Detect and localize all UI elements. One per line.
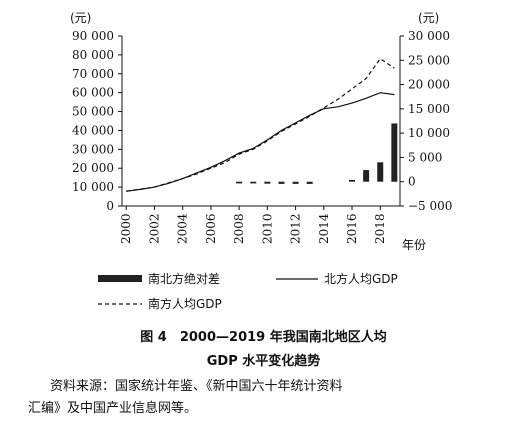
bar (236, 181, 243, 184)
south-gdp-line (126, 57, 395, 192)
left-tick-label: 40 000 (72, 123, 114, 137)
legend-swatch-bar (98, 275, 142, 282)
left-axis-unit: (元) (70, 11, 91, 25)
right-tick-label: 20 000 (408, 78, 450, 92)
left-tick-label: 70 000 (72, 67, 114, 81)
x-tick-label: 2016 (345, 213, 359, 244)
x-tick-label: 2004 (176, 213, 190, 244)
legend-label-bar: 南北方绝对差 (148, 271, 220, 286)
legend: 南北方绝对差 北方人均GDP 南方人均GDP (98, 271, 398, 311)
left-tick-label: 20 000 (72, 161, 114, 175)
bar (306, 181, 313, 184)
left-tick-label: 50 000 (72, 105, 114, 119)
axes (121, 36, 401, 207)
bar-series (236, 123, 398, 184)
left-tick-label: 80 000 (72, 48, 114, 62)
left-tick-label: 10 000 (72, 180, 114, 194)
right-tick-label: 15 000 (408, 102, 450, 116)
north-gdp-line (126, 92, 395, 192)
right-tick-label: −5 000 (408, 199, 452, 213)
bar (363, 170, 370, 182)
bar (391, 123, 398, 182)
left-tick-label: 0 (106, 199, 114, 213)
right-tick-label: 25 000 (408, 53, 450, 67)
source-note-line2: 汇编》及中国产业信息网等。 (28, 401, 198, 416)
x-tick-label: 2012 (289, 213, 303, 244)
legend-label-north: 北方人均GDP (324, 271, 398, 286)
source-note-line1: 资料来源：国家统计年鉴、《新中国六十年统计资料 (50, 379, 343, 394)
right-tick-label: 5 000 (408, 150, 442, 164)
bar (377, 162, 384, 182)
right-tick-label: 30 000 (408, 29, 450, 43)
right-tick-label: 10 000 (408, 126, 450, 140)
x-tick-label: 2018 (373, 213, 387, 244)
left-tick-label: 30 000 (72, 142, 114, 156)
bar (278, 181, 285, 184)
figure-caption-line1: 图 4 2000—2019 年我国南北地区人均 (140, 330, 387, 345)
right-axis-ticks: −5 000 0 5 000 10 000 15 000 20 000 25 000 30 0… (400, 29, 452, 213)
x-tick-label: 2014 (317, 213, 331, 244)
figure-caption-line2: GDP 水平变化趋势 (206, 354, 321, 369)
x-tick-label: 2006 (204, 213, 218, 244)
x-tick-label: 2008 (232, 213, 246, 244)
x-tick-label: 2000 (119, 213, 133, 244)
x-axis-ticks: 2000 2002 2004 2006 2008 2010 2012 2014 2016 2018 (119, 206, 387, 244)
legend-label-south: 南方人均GDP (148, 296, 222, 311)
x-axis-unit: 年份 (402, 238, 426, 252)
left-tick-label: 90 000 (72, 29, 114, 43)
bar (250, 181, 257, 184)
right-axis-unit: (元) (418, 11, 439, 25)
bar (264, 181, 271, 184)
x-tick-label: 2002 (147, 213, 161, 244)
left-tick-label: 60 000 (72, 86, 114, 100)
right-tick-label: 0 (408, 175, 416, 189)
chart: (元) (元) 0 10 000 20 000 30 000 40 000 50 000 6… (70, 11, 452, 311)
left-axis-ticks: 0 10 000 20 000 30 000 40 000 50 000 60 000 70 … (72, 29, 122, 213)
bar (292, 181, 299, 184)
x-tick-label: 2010 (260, 213, 274, 244)
bar (349, 180, 356, 182)
